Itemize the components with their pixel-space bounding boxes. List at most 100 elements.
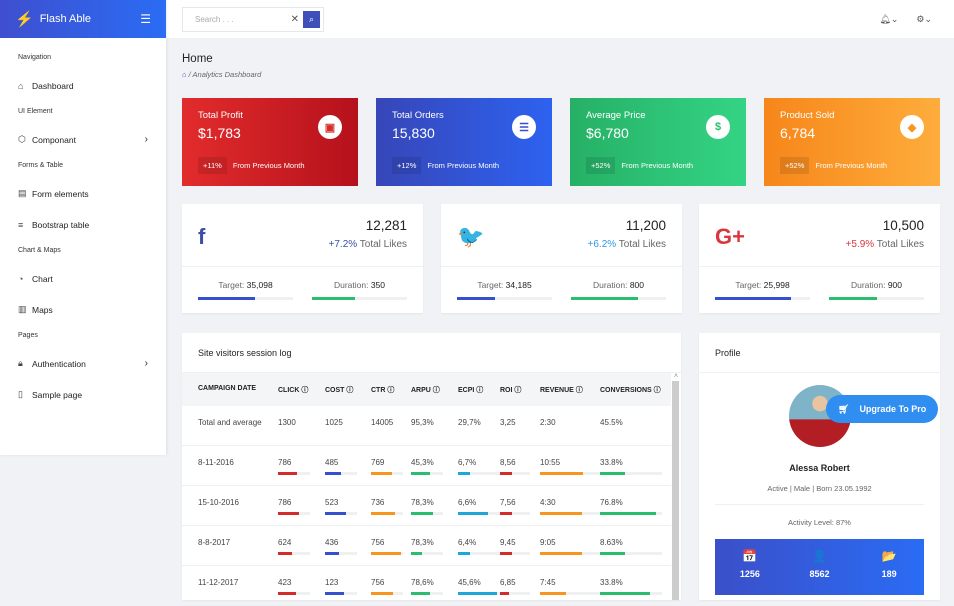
cell-progress-bar [325, 552, 357, 555]
divider [182, 266, 423, 267]
column-header[interactable]: ROI ⓘ [500, 387, 522, 394]
table-cell: 8,56 [500, 458, 516, 467]
column-header[interactable]: CONVERSIONS ⓘ [600, 387, 661, 394]
column-header[interactable]: REVENUE ⓘ [540, 387, 583, 394]
profile-stat: 👤 8562 [785, 539, 855, 595]
stat-title: Average Price [586, 110, 646, 121]
cell-progress-bar [458, 472, 500, 475]
sidebar-item-bootstrap-table[interactable]: ≡ Bootstrap table [0, 209, 166, 240]
sidebar-item-authentication[interactable]: 🔒︎ Authentication › [0, 348, 166, 379]
breadcrumb-current[interactable]: Analytics Dashboard [192, 70, 262, 79]
table-cell: 786 [278, 498, 292, 507]
sidebar-item-componant[interactable]: ⬡ Componant › [0, 124, 166, 155]
sidebar-item-sample-page[interactable]: ▯ Sample page [0, 379, 166, 410]
table-cell: 6,6% [458, 498, 477, 507]
stat-change: +11% [198, 157, 227, 174]
cell-progress-bar [278, 592, 310, 595]
clear-icon[interactable]: ✕ [290, 13, 299, 25]
cell-progress-bar [500, 592, 530, 595]
table-cell: 8.63% [600, 538, 623, 547]
profile-stat: 📅 1256 [715, 539, 785, 595]
column-header[interactable]: CAMPAIGN DATE [198, 385, 257, 392]
column-header[interactable]: COST ⓘ [325, 387, 354, 394]
money-icon: ▣ [318, 115, 342, 139]
cell-progress-fill [500, 472, 512, 475]
column-header[interactable]: CLICK ⓘ [278, 387, 309, 394]
likes-count: 10,500 [882, 218, 924, 233]
stat-note: From Previous Month [232, 161, 305, 170]
cell-progress-bar [458, 552, 500, 555]
cell-progress-bar [600, 512, 662, 515]
stat-card-average-price: Average Price $6,780 $ +52% From Previous Mo… [570, 98, 746, 186]
table-row[interactable]: 8-11-2016 786 485 769 45,3% 6,7% 8,56 10:55 33.8… [182, 446, 671, 486]
duration-stat: Duration: 800 [571, 280, 666, 300]
brand: ⚡ Flash Able ☰ [0, 0, 166, 38]
scroll-up-icon[interactable]: ˄ [673, 373, 678, 380]
table-cell: 45.5% [600, 418, 623, 427]
sidebar-item-chart[interactable]: ◔ Chart [0, 263, 166, 294]
sidebar-item-maps[interactable]: ▥ Maps [0, 294, 166, 325]
column-header[interactable]: ARPU ⓘ [411, 387, 440, 394]
target-label: Target: [477, 280, 506, 290]
search-box[interactable]: Search . . . ✕ ⌕ [182, 6, 324, 32]
target-stat: Target: 35,098 [198, 280, 293, 300]
table-row[interactable]: 11-12-2017 423 123 756 78,6% 45,6% 6,85 7:45 33.… [182, 566, 671, 606]
table-cell: 756 [371, 578, 385, 587]
likes-change: +6.2% Total Likes [588, 239, 666, 250]
column-header[interactable]: ECPI ⓘ [458, 387, 484, 394]
stat-value: $1,783 [198, 125, 241, 141]
duration-value: 900 [887, 280, 903, 290]
table-row[interactable]: 8-8-2017 624 436 756 78,3% 6,4% 9,45 9:05 8.63% [182, 526, 671, 566]
cell-progress-fill [325, 552, 340, 555]
cell-progress-bar [371, 592, 403, 595]
scrollbar[interactable] [672, 381, 679, 600]
stat-note: From Previous Month [427, 161, 500, 170]
search-icon[interactable]: ⌕ [303, 10, 320, 28]
stat-value: 15,830 [392, 125, 435, 141]
cell-progress-bar [540, 472, 602, 475]
sidebar-item-dashboard[interactable]: ⌂ Dashboard [0, 70, 166, 101]
table-cell: 45,6% [458, 578, 481, 587]
table-cell: 2:30 [540, 418, 556, 427]
gear-icon[interactable]: ⚙⌄ [916, 13, 932, 24]
bell-icon[interactable]: 🔔︎⌄ [879, 13, 899, 24]
session-log-card: Site visitors session log CAMPAIGN DATE C… [182, 333, 681, 606]
search-input[interactable]: Search . . . [195, 14, 234, 24]
sidebar-item-label: Maps [32, 304, 53, 315]
divider [441, 266, 682, 267]
table-cell: 9,45 [500, 538, 516, 547]
table-cell: 95,3% [411, 418, 434, 427]
cell-progress-fill [278, 592, 296, 595]
profile-stats: 📅 1256 👤 8562 📂 189 [715, 539, 924, 595]
upgrade-button[interactable]: 🛒︎ Upgrade To Pro [826, 395, 938, 423]
nav-caption: Chart & Maps [18, 246, 61, 254]
progress-fill [715, 297, 791, 300]
target-value: 25,998 [763, 280, 790, 290]
cell-progress-bar [411, 552, 443, 555]
breadcrumb: ⌂ / Analytics Dashboard [182, 70, 262, 79]
table-cell: 423 [278, 578, 292, 587]
sidebar-item-form-elements[interactable]: ▤ Form elements [0, 178, 166, 209]
home-icon[interactable]: ⌂ [182, 70, 187, 79]
cell-progress-fill [371, 472, 392, 475]
table-cell: 6,7% [458, 458, 477, 467]
target-value: 35,098 [246, 280, 273, 290]
file-icon: ▤ [18, 188, 27, 198]
nav-caption: Pages [18, 331, 38, 339]
table-row[interactable]: 15-10-2016 786 523 736 78,3% 6,6% 7,56 4:30 76.8… [182, 486, 671, 526]
sidebar-item-label: Authentication [32, 358, 86, 369]
progress-bar [312, 297, 407, 300]
cell-progress-fill [458, 552, 470, 555]
sidebar-item-label: Componant [32, 134, 76, 145]
table-cell: Total and average [198, 418, 262, 427]
column-header[interactable]: CTR ⓘ [371, 387, 395, 394]
likes-count: 12,281 [365, 218, 407, 233]
cell-progress-bar [540, 552, 602, 555]
table-row-total[interactable]: Total and average 1300 1025 14005 95,3% 29,7%… [182, 406, 671, 446]
cell-progress-bar [540, 592, 602, 595]
table-cell: 29,7% [458, 418, 481, 427]
table-cell: 523 [325, 498, 339, 507]
stat-value: $6,780 [586, 125, 629, 141]
menu-toggle-icon[interactable]: ☰ [140, 12, 151, 26]
profile-name: Alessa Robert [789, 463, 850, 473]
